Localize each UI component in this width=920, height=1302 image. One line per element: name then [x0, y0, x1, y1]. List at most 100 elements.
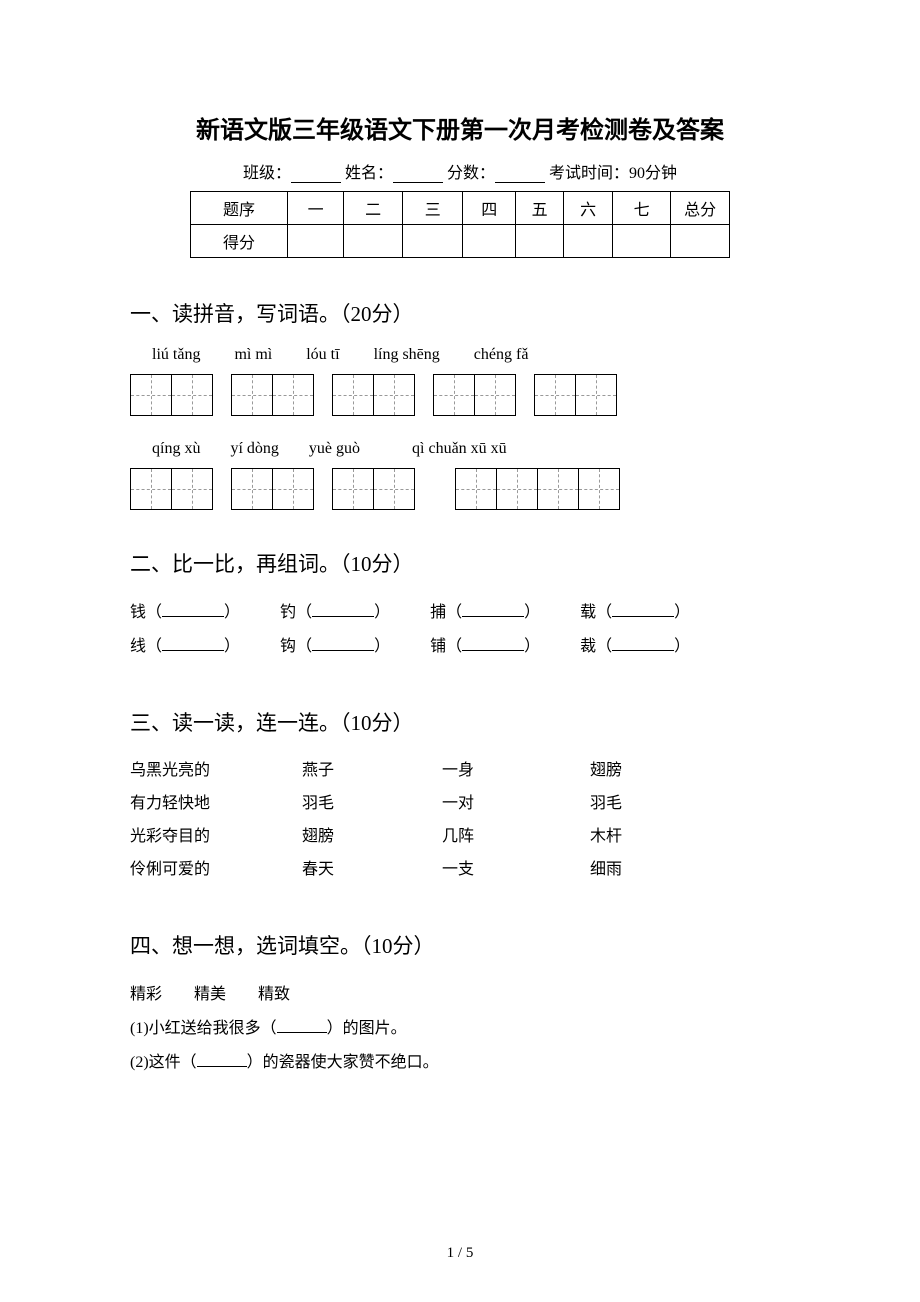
char-box[interactable] — [455, 468, 620, 510]
match-c4: 细雨 — [590, 854, 690, 887]
pinyin: lóu tī — [306, 346, 339, 364]
char-box[interactable] — [332, 374, 415, 416]
char-box[interactable] — [534, 374, 617, 416]
answer-blank[interactable] — [462, 601, 524, 617]
pair-item: 铺（） — [430, 630, 540, 664]
row-label: 得分 — [191, 225, 288, 258]
score-cell[interactable] — [463, 225, 515, 258]
answer-blank[interactable] — [162, 601, 224, 617]
time-label: 考试时间：90分钟 — [549, 165, 677, 182]
answer-blank[interactable] — [462, 635, 524, 651]
table-row: 题序 一 二 三 四 五 六 七 总分 — [191, 192, 730, 225]
answer-blank[interactable] — [612, 601, 674, 617]
match-c2: 羽毛 — [302, 788, 442, 821]
char-box[interactable] — [332, 468, 415, 510]
score-blank[interactable] — [495, 165, 545, 183]
match-c2: 翅膀 — [302, 821, 442, 854]
match-c4: 翅膀 — [590, 755, 690, 788]
class-blank[interactable] — [291, 165, 341, 183]
match-c1: 光彩夺目的 — [130, 821, 302, 854]
match-row: 有力轻快地 羽毛 一对 羽毛 — [130, 788, 790, 821]
char-box[interactable] — [130, 468, 213, 510]
section-2-heading: 二、比一比，再组词。（10分） — [130, 548, 790, 578]
pair-item: 线（） — [130, 630, 240, 664]
match-row: 光彩夺目的 翅膀 几阵 木杆 — [130, 821, 790, 854]
match-c1: 乌黑光亮的 — [130, 755, 302, 788]
pinyin-row-1: liú tǎng mì mì lóu tī líng shēng chéng f… — [130, 346, 790, 364]
section-1-heading: 一、读拼音，写词语。（20分） — [130, 298, 790, 328]
section-2: 二、比一比，再组词。（10分） 钱（） 钓（） 捕（） 载（） 线（） 钩（） … — [130, 548, 790, 663]
answer-blank[interactable] — [197, 1051, 247, 1067]
answer-blank[interactable] — [612, 635, 674, 651]
name-label: 姓名： — [345, 165, 393, 182]
score-cell[interactable] — [515, 225, 563, 258]
char-box[interactable] — [231, 468, 314, 510]
char-box[interactable] — [433, 374, 516, 416]
score-cell[interactable] — [564, 225, 612, 258]
th-total: 总分 — [671, 192, 730, 225]
match-row: 乌黑光亮的 燕子 一身 翅膀 — [130, 755, 790, 788]
pinyin: liú tǎng — [152, 346, 200, 364]
answer-blank[interactable] — [162, 635, 224, 651]
word-options: 精彩 精美 精致 — [130, 978, 790, 1012]
pair-row: 线（） 钩（） 铺（） 裁（） — [130, 630, 790, 664]
th-4: 四 — [463, 192, 515, 225]
th-7: 七 — [612, 192, 671, 225]
match-c4: 木杆 — [590, 821, 690, 854]
match-c3: 一身 — [442, 755, 590, 788]
question-1: (1)小红送给我很多（）的图片。 — [130, 1012, 790, 1046]
section-3-heading: 三、读一读，连一连。（10分） — [130, 707, 790, 737]
answer-blank[interactable] — [312, 635, 374, 651]
pinyin: chéng fǎ — [474, 346, 529, 364]
score-cell[interactable] — [402, 225, 463, 258]
pair-item: 钩（） — [280, 630, 390, 664]
th-6: 六 — [564, 192, 612, 225]
score-cell[interactable] — [287, 225, 344, 258]
th-tixu: 题序 — [191, 192, 288, 225]
pair-item: 载（） — [580, 596, 690, 630]
match-c2: 燕子 — [302, 755, 442, 788]
header-info: 班级： 姓名： 分数： 考试时间：90分钟 — [130, 159, 790, 183]
score-cell[interactable] — [344, 225, 403, 258]
th-5: 五 — [515, 192, 563, 225]
pinyin: mì mì — [234, 346, 272, 364]
score-cell[interactable] — [671, 225, 730, 258]
grid-row-1 — [130, 374, 790, 416]
class-label: 班级： — [243, 165, 291, 182]
page-number: 1 / 5 — [0, 1245, 920, 1262]
pair-item: 钱（） — [130, 596, 240, 630]
pinyin: yí dòng — [230, 440, 278, 458]
match-c2: 春天 — [302, 854, 442, 887]
score-cell[interactable] — [612, 225, 671, 258]
char-box[interactable] — [130, 374, 213, 416]
section-1: 一、读拼音，写词语。（20分） liú tǎng mì mì lóu tī lí… — [130, 298, 790, 510]
pair-item: 捕（） — [430, 596, 540, 630]
answer-blank[interactable] — [312, 601, 374, 617]
pinyin: qì chuǎn xū xū — [412, 440, 507, 458]
match-c3: 一支 — [442, 854, 590, 887]
th-1: 一 — [287, 192, 344, 225]
pinyin-row-2: qíng xù yí dòng yuè guò qì chuǎn xū xū — [130, 440, 790, 458]
match-c4: 羽毛 — [590, 788, 690, 821]
word-pairs: 钱（） 钓（） 捕（） 载（） 线（） 钩（） 铺（） 裁（） — [130, 596, 790, 663]
match-c3: 一对 — [442, 788, 590, 821]
pinyin: yuè guò — [309, 440, 360, 458]
match-grid: 乌黑光亮的 燕子 一身 翅膀 有力轻快地 羽毛 一对 羽毛 光彩夺目的 翅膀 几… — [130, 755, 790, 886]
section-4: 四、想一想，选词填空。（10分） 精彩 精美 精致 (1)小红送给我很多（）的图… — [130, 930, 790, 1079]
score-table: 题序 一 二 三 四 五 六 七 总分 得分 — [190, 191, 730, 258]
table-row: 得分 — [191, 225, 730, 258]
name-blank[interactable] — [393, 165, 443, 183]
score-label: 分数： — [447, 165, 495, 182]
pinyin: qíng xù — [152, 440, 200, 458]
pinyin: líng shēng — [374, 346, 440, 364]
question-2: (2)这件（）的瓷器使大家赞不绝口。 — [130, 1046, 790, 1080]
section-3: 三、读一读，连一连。（10分） 乌黑光亮的 燕子 一身 翅膀 有力轻快地 羽毛 … — [130, 707, 790, 886]
th-2: 二 — [344, 192, 403, 225]
match-c1: 有力轻快地 — [130, 788, 302, 821]
answer-blank[interactable] — [277, 1017, 327, 1033]
pair-item: 裁（） — [580, 630, 690, 664]
pair-item: 钓（） — [280, 596, 390, 630]
fill-words: 精彩 精美 精致 (1)小红送给我很多（）的图片。 (2)这件（）的瓷器使大家赞… — [130, 978, 790, 1079]
char-box[interactable] — [231, 374, 314, 416]
section-4-heading: 四、想一想，选词填空。（10分） — [130, 930, 790, 960]
